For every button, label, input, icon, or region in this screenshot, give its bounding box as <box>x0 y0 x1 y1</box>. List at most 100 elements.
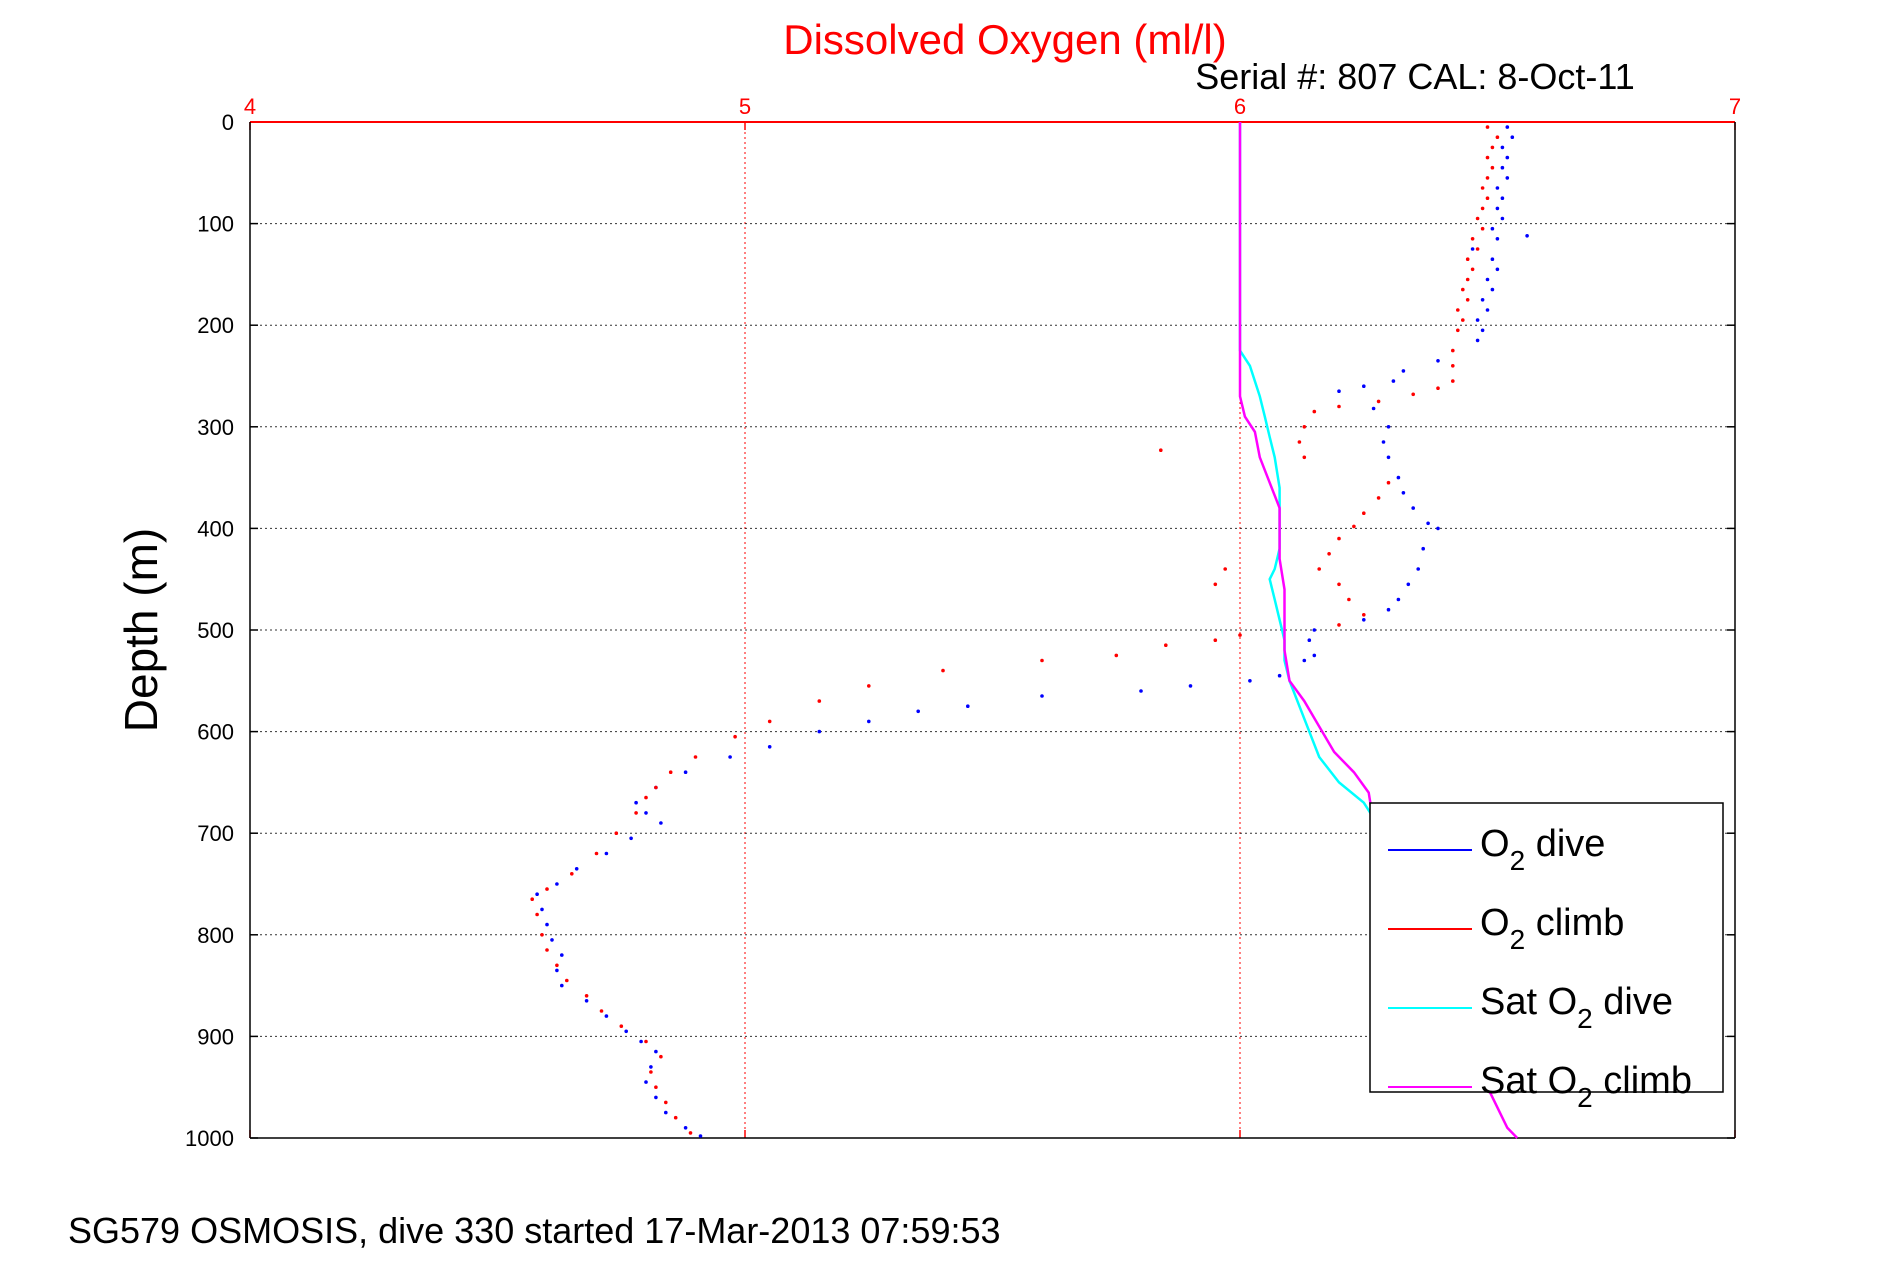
data-point-0 <box>1277 673 1282 678</box>
data-point-1 <box>530 897 534 901</box>
y-tick-label: 300 <box>197 415 234 440</box>
data-point-0 <box>1406 582 1411 587</box>
data-point-0 <box>649 1065 653 1069</box>
grid <box>250 122 1735 1138</box>
y-tick-label: 1000 <box>185 1126 234 1151</box>
data-point-1 <box>1475 216 1480 221</box>
data-point-1 <box>767 719 772 724</box>
data-point-0 <box>1500 216 1505 221</box>
data-point-1 <box>1480 206 1485 211</box>
data-point-0 <box>1500 196 1505 200</box>
data-point-0 <box>1312 628 1317 632</box>
data-point-0 <box>867 719 871 724</box>
data-point-0 <box>1470 247 1475 251</box>
data-point-1 <box>1470 267 1475 272</box>
data-point-0 <box>966 704 970 708</box>
data-point-0 <box>1505 155 1510 160</box>
data-point-1 <box>644 795 648 800</box>
data-point-1 <box>1465 257 1470 262</box>
data-point-1 <box>1456 308 1460 312</box>
legend-label: Sat O2 dive <box>1480 981 1673 1034</box>
data-point-0 <box>654 1049 658 1054</box>
axes <box>249 121 1736 1139</box>
data-point-1 <box>619 1024 624 1028</box>
x-tick-label: 6 <box>1234 94 1246 119</box>
footer-caption: SG579 OSMOSIS, dive 330 started 17-Mar-2… <box>68 1210 1001 1251</box>
legend-label: Sat O2 climb <box>1480 1060 1692 1113</box>
data-point-0 <box>555 968 559 973</box>
data-point-0 <box>1500 145 1505 150</box>
data-point-0 <box>1302 658 1307 663</box>
data-point-0 <box>1485 308 1490 312</box>
y-tick-label: 500 <box>197 618 234 643</box>
data-point-0 <box>624 1029 628 1034</box>
data-point-1 <box>941 668 945 673</box>
data-point-0 <box>1495 267 1500 272</box>
data-point-0 <box>916 709 920 714</box>
data-point-0 <box>1362 618 1366 622</box>
data-point-1 <box>1470 237 1475 241</box>
data-point-1 <box>688 1131 693 1135</box>
data-point-1 <box>1461 318 1465 322</box>
data-point-1 <box>1465 298 1470 302</box>
data-point-1 <box>540 933 544 937</box>
data-point-0 <box>1436 526 1440 531</box>
data-point-1 <box>1223 567 1227 571</box>
data-point-1 <box>1376 399 1381 404</box>
data-point-0 <box>1490 226 1495 231</box>
data-point-1 <box>545 887 549 891</box>
data-point-0 <box>1391 379 1396 383</box>
data-point-0 <box>1139 689 1143 693</box>
data-point-0 <box>1505 125 1510 129</box>
data-point-1 <box>1485 155 1490 160</box>
data-point-1 <box>570 872 574 876</box>
data-point-0 <box>1480 328 1485 333</box>
data-point-0 <box>540 907 544 912</box>
data-point-1 <box>584 994 589 998</box>
data-point-0 <box>1386 607 1391 612</box>
data-point-0 <box>1381 440 1386 444</box>
data-point-0 <box>1485 277 1490 282</box>
data-point-0 <box>535 892 539 896</box>
data-point-0 <box>1386 425 1391 429</box>
data-point-1 <box>817 699 822 703</box>
chart-title: Dissolved Oxygen (ml/l) <box>783 16 1226 63</box>
data-point-1 <box>634 811 638 815</box>
data-point-0 <box>1312 653 1317 658</box>
data-point-0 <box>1525 234 1529 238</box>
data-point-0 <box>1416 567 1420 571</box>
legend: O2 dive O2 climb Sat O2 dive Sat O2 climb <box>1369 802 1724 1113</box>
data-point-0 <box>1495 186 1500 190</box>
chart-labels: 4 5 6 7 0 100 200 300 400 500 600 700 800 900 1000 Diss… <box>115 16 1741 1151</box>
y-tick-label: 400 <box>197 516 234 541</box>
y-tick-label: 800 <box>197 923 234 948</box>
data-point-1 <box>1302 455 1307 460</box>
data-point-0 <box>560 953 564 957</box>
data-point-0 <box>728 755 732 759</box>
data-point-0 <box>1411 506 1415 510</box>
data-point-0 <box>1421 546 1425 551</box>
data-point-1 <box>1362 613 1366 617</box>
data-point-1 <box>1040 658 1044 663</box>
data-point-1 <box>1485 176 1490 180</box>
data-point-0 <box>1396 597 1401 602</box>
data-point-1 <box>1495 135 1500 139</box>
data-point-0 <box>1490 257 1495 262</box>
data-point-1 <box>1337 404 1341 409</box>
series-line-2 <box>1238 122 1375 819</box>
data-point-0 <box>1510 135 1515 139</box>
y-tick-label: 900 <box>197 1024 234 1049</box>
data-point-0 <box>1480 298 1485 302</box>
data-point-0 <box>1426 521 1430 526</box>
data-point-0 <box>634 800 638 805</box>
plot-marks <box>530 122 1529 1139</box>
data-point-1 <box>1386 480 1391 485</box>
data-point-1 <box>1456 328 1460 333</box>
data-point-1 <box>867 684 871 688</box>
y-tick-label: 0 <box>222 110 234 135</box>
data-point-0 <box>654 1095 658 1100</box>
data-point-1 <box>1480 226 1485 231</box>
x-tick-label: 7 <box>1729 94 1741 119</box>
data-point-0 <box>574 867 579 871</box>
data-point-1 <box>1480 186 1485 190</box>
